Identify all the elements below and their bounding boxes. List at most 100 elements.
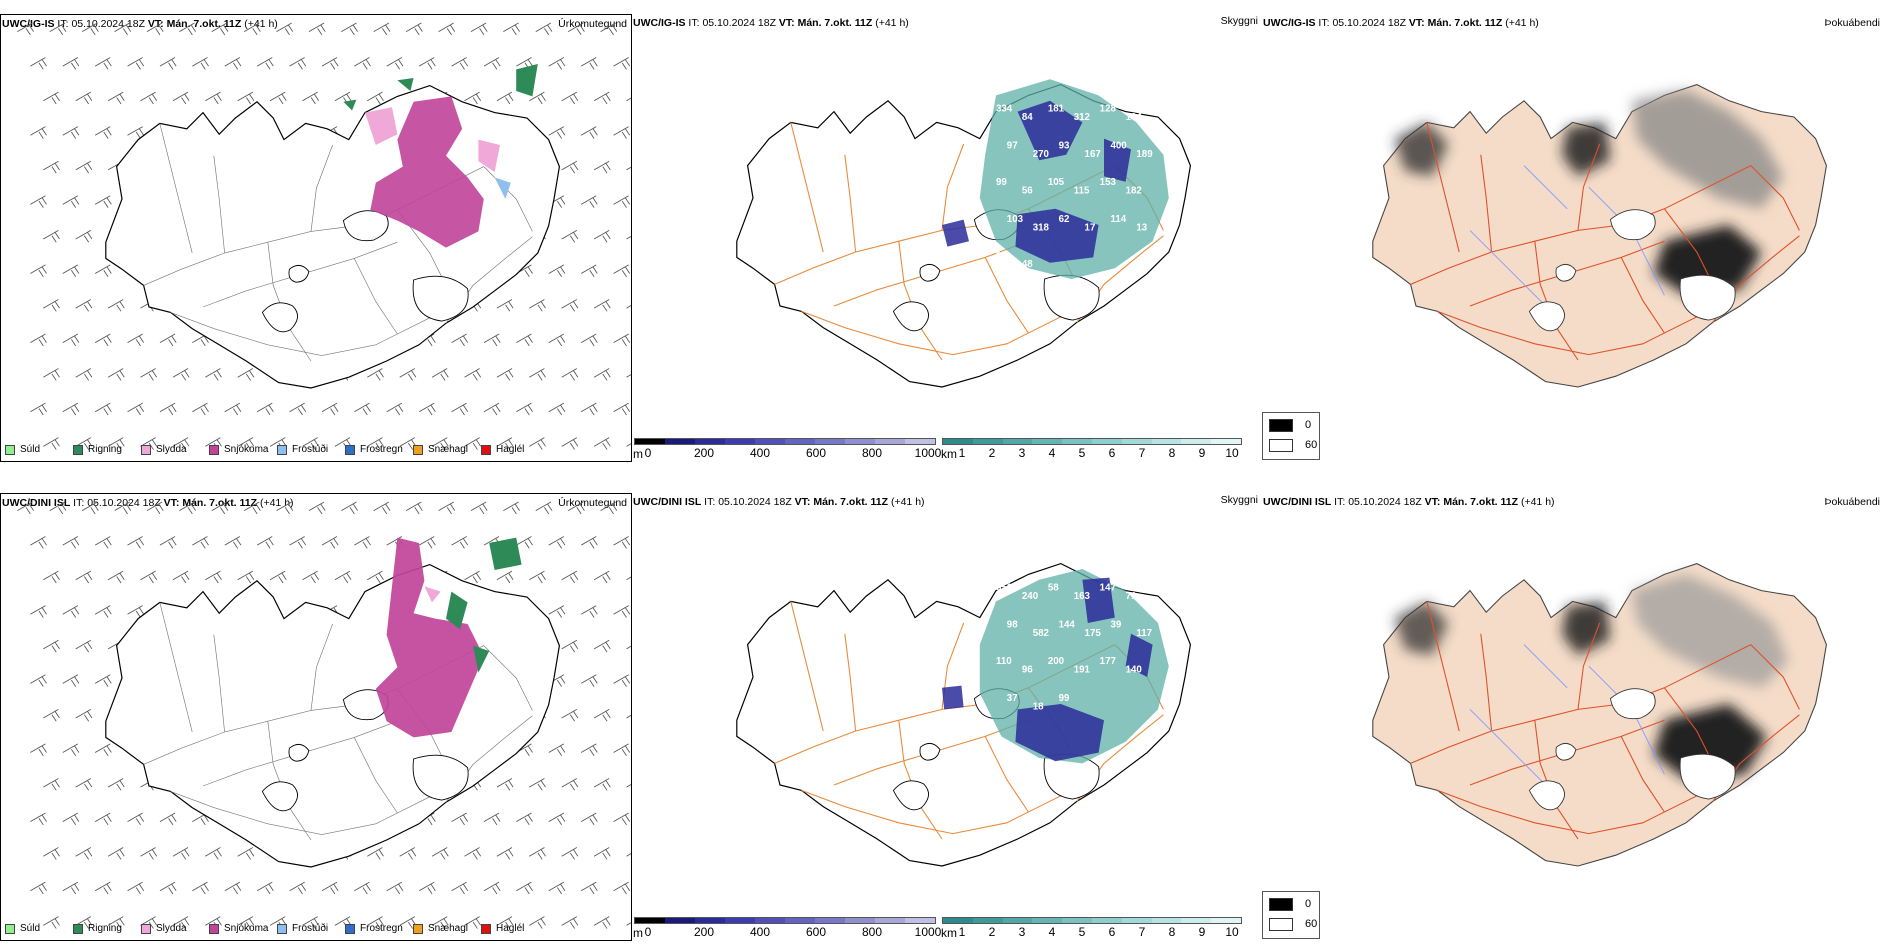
model-name: UWC/DINI ISL [2, 497, 71, 509]
wind-barb [464, 368, 482, 381]
legend-swatch [141, 923, 151, 934]
cloud-base-label: 115 [1074, 186, 1090, 197]
wind-barb [600, 22, 618, 36]
scale-tick: 200 [693, 925, 715, 939]
wind-barb [386, 57, 404, 70]
wind-barb [354, 881, 371, 895]
fog-panel-bottom: UWC/DINI ISL IT: 05.10.2024 18Z VT: Mán.… [1262, 493, 1898, 941]
wind-barb [516, 536, 533, 549]
model-name: UWC/DINI ISL [1263, 496, 1332, 508]
wind-barb [256, 57, 274, 70]
legend-label: Snjókoma [224, 444, 269, 455]
visibility-scale: 1 2 3 4 5 6 7 8 9 10 km [941, 438, 1242, 461]
wind-barb [613, 333, 631, 347]
wind-barb [567, 501, 585, 515]
wind-barb [30, 264, 47, 277]
wind-barb [561, 299, 579, 312]
wind-barb [159, 333, 177, 347]
sleet-area [424, 586, 441, 603]
wind-barb [172, 437, 190, 450]
wind-barb [548, 536, 566, 549]
wind-barb [205, 570, 222, 584]
wind-barb [626, 305, 631, 309]
wind-barb [62, 57, 80, 70]
wind-barb [62, 743, 80, 756]
wind-barb [405, 22, 423, 36]
wind-barb [127, 812, 145, 826]
wind-barb [211, 501, 229, 515]
wind-barb [159, 812, 177, 826]
legend-swatch [277, 923, 287, 934]
wind-barb [179, 22, 196, 36]
legend-item: Súld [5, 923, 73, 934]
wind-barb [172, 368, 190, 381]
panel-title: Þokuábendi [1824, 496, 1880, 508]
wind-barb [75, 778, 93, 791]
wind-barb [593, 778, 611, 791]
wind-barb [626, 853, 631, 857]
wind-barb [367, 91, 384, 105]
wind-barb [256, 402, 274, 416]
scale-segment [875, 439, 905, 444]
wind-barb [289, 57, 307, 70]
cloud-base-label: 167 [1085, 149, 1101, 160]
wind-barb [107, 437, 125, 450]
snow-area [375, 537, 484, 738]
wind-barb [367, 916, 384, 929]
wind-barb [75, 91, 93, 105]
cloud-base-label: 140 [1126, 665, 1142, 676]
precip-legend: Súld Rigning Slydda Snjókoma Frostúði Frostre… [5, 444, 549, 455]
wind-barb [237, 368, 255, 381]
wind-barb [548, 264, 566, 277]
vt-label: VT: [163, 497, 180, 509]
wind-barb [205, 847, 222, 860]
wind-barb [613, 57, 631, 70]
vt-value: Mán. 7.okt. 11Z [813, 496, 889, 508]
model-name: UWC/IG-IS [1263, 17, 1316, 29]
wind-barb [256, 881, 274, 895]
wind-barb [496, 437, 514, 450]
cloud-base-label: 240 [1022, 591, 1038, 602]
scale-segment [1151, 918, 1182, 923]
legend-label: Snjókoma [224, 923, 269, 934]
wind-barb [529, 299, 546, 312]
wind-barb [140, 91, 158, 105]
it-value: 05.10.2024 18Z [1332, 17, 1406, 29]
wind-barb [179, 501, 196, 515]
scale-tick: 400 [749, 446, 771, 460]
wind-barb [43, 916, 60, 929]
wind-barb [334, 570, 352, 584]
scale-segment [635, 439, 665, 444]
vt-value: Mán. 7.okt. 11Z [1427, 17, 1503, 29]
legend-item: Snjókoma [209, 923, 277, 934]
wind-barb [496, 916, 514, 929]
legend-swatch [73, 923, 83, 934]
scale-segment [1211, 918, 1241, 923]
wind-barb [107, 368, 125, 381]
wind-barb [94, 195, 112, 208]
wind-barb [205, 91, 222, 105]
cloud-base-label: 351 [996, 583, 1013, 594]
wind-barb [43, 437, 60, 450]
scale-segment [943, 918, 973, 923]
wind-barb [321, 57, 339, 70]
wind-barb [30, 881, 47, 895]
cloud-labels: 351 240 58 163 147 71 98 582 144 175 39 117 110 96 200… [996, 583, 1152, 713]
cloud-vis-panel-bottom: UWC/DINI ISL IT: 05.10.2024 18Z VT: Mán.… [632, 493, 1262, 941]
wind-barb [373, 22, 391, 36]
precip-type-map [17, 501, 631, 929]
wind-barb [561, 847, 579, 860]
wind-barb [580, 674, 598, 687]
scale-segment [1091, 439, 1122, 444]
wind-barb [140, 570, 158, 584]
wind-barb [561, 437, 579, 450]
scale-segment [845, 918, 875, 923]
wind-barb [62, 195, 80, 208]
wind-barb [341, 22, 358, 36]
wind-barb [354, 536, 371, 549]
cloud-base-label: 128 [1100, 104, 1117, 115]
wind-barb [529, 368, 546, 381]
fog-map [1372, 84, 1827, 388]
scale-segment [845, 439, 875, 444]
panel-header: UWC/DINI ISL IT: 05.10.2024 18Z VT: Mán.… [2, 497, 294, 509]
